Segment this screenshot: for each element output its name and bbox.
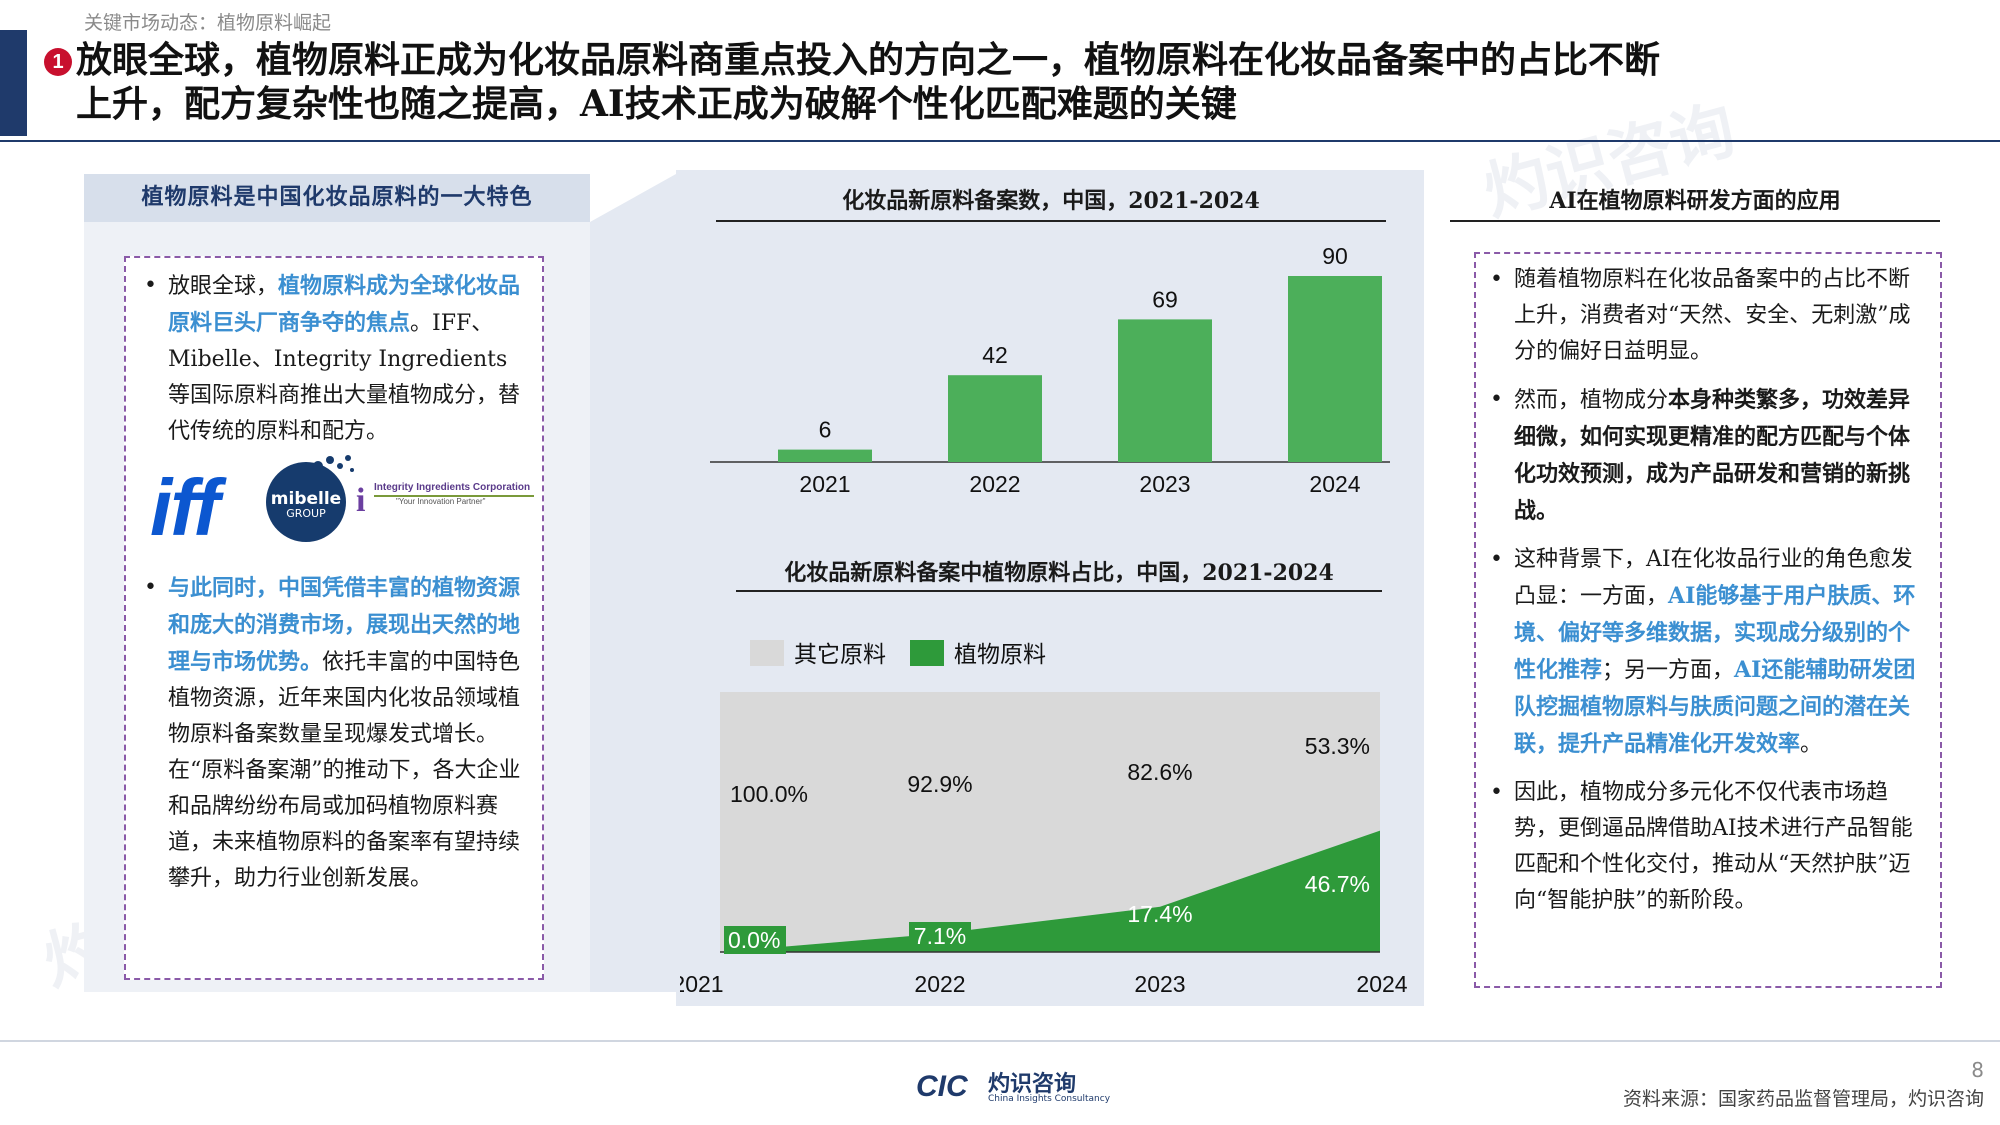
cic-logo-en: China Insights Consultancy (988, 1094, 1111, 1104)
area-chart-title: 化妆品新原料备案中植物原料占比，中国，2021-2024 (784, 560, 1334, 586)
bar-chart: 6 2021 42 2022 69 2023 90 2024 (710, 243, 1390, 497)
left-bullet-1: 放眼全球，植物原料成为全球化妆品原料巨头厂商争夺的焦点。IFF、Mibelle、… (136, 268, 528, 450)
bar-chart-title-rule (716, 220, 1386, 222)
right-bullet-3-highlight-2: AI还能辅助研发团队挖掘植物原料与肤质问题之间的潜在关联，提升产品精准化开发效率 (1514, 657, 1916, 757)
area-chart: 其它原料 植物原料 100.0% 92.9% 82.6% 53.3% 0.0% 7.1% 17.… (680, 640, 1408, 997)
bar-value-label: 69 (1152, 286, 1178, 312)
area-label-bg (724, 926, 786, 954)
area-label-other: 82.6% (1127, 759, 1192, 785)
area-label-plant: 0.0% (728, 927, 780, 953)
footer-divider (0, 1040, 2000, 1042)
integrity-logo: i Integrity Ingredients Corporation "You… (356, 482, 536, 519)
source-note: 资料来源：国家药品监督管理局，灼识咨询 (1622, 1088, 1984, 1110)
area-label-bg (909, 922, 971, 950)
iff-logo: iff (150, 463, 220, 552)
title-number-badge: 1 (44, 48, 72, 76)
legend-swatch-plant (910, 640, 944, 666)
page-title: 1 放眼全球，植物原料正成为化妆品原料商重点投入的方向之一，植物原料在化妆品备案中… (44, 38, 1934, 126)
title-line-1: 放眼全球，植物原料正成为化妆品原料商重点投入的方向之一，植物原料在化妆品备案中的… (76, 39, 1661, 81)
area-category-label: 2022 (914, 971, 965, 997)
bar-category-label: 2023 (1139, 471, 1190, 497)
left-panel-content-box: 放眼全球，植物原料成为全球化妆品原料巨头厂商争夺的焦点。IFF、Mibelle、… (124, 256, 544, 980)
title-line-2: 上升，配方复杂性也随之提高，AI技术正成为破解个性化匹配难题的关键 (76, 83, 1237, 125)
cic-logo-mark: CIC (916, 1070, 968, 1103)
bar-category-label: 2021 (799, 471, 850, 497)
area-label-other: 53.3% (1305, 733, 1370, 759)
right-bullet-2-intro: 然而，植物成分 (1514, 388, 1669, 413)
area-series-other (720, 692, 1380, 952)
left-bullet-1-highlight: 植物原料成为全球化妆品原料巨头厂商争夺的焦点 (168, 273, 521, 336)
page-number: 8 (1971, 1058, 1984, 1082)
area-category-label: 2023 (1134, 971, 1185, 997)
integrity-mark-icon: i (356, 482, 366, 519)
right-bullet-3-highlight-1: AI能够基于用户肤质、环境、偏好等多维数据，实现成分级别的个性化推荐 (1514, 583, 1916, 683)
integrity-logo-tagline: "Your Innovation Partner" (396, 497, 486, 506)
panel-connector (590, 174, 676, 992)
bar-category-label: 2024 (1309, 471, 1360, 497)
header-tag: 关键市场动态：植物原料崛起 (84, 12, 332, 34)
mibelle-logo-name: mibelle (270, 489, 342, 509)
right-bullet-2: 然而，植物成分本身种类繁多，功效差异细微，如何实现更精准的配方匹配与个体化功效预… (1482, 382, 1926, 530)
right-bullet-3-end: 。 (1800, 732, 1823, 757)
bar-value-label: 42 (982, 342, 1008, 368)
area-label-plant: 17.4% (1127, 901, 1192, 927)
bar-value-label: 6 (819, 417, 832, 443)
area-label-other: 92.9% (907, 771, 972, 797)
bar-2022 (948, 375, 1042, 462)
left-bullet-1-intro: 放眼全球， (168, 274, 279, 299)
right-bullet-1: 随着植物原料在化妆品备案中的占比不断上升，消费者对“天然、安全、无刺激”成分的偏… (1482, 262, 1926, 370)
bar-2021 (778, 449, 872, 462)
bar-category-label: 2022 (969, 471, 1020, 497)
mibelle-logo-sub: GROUP (286, 507, 326, 520)
area-category-label: 2024 (1356, 971, 1407, 997)
title-divider (0, 140, 2000, 142)
area-category-label: 2021 (680, 971, 724, 997)
left-panel-heading: 植物原料是中国化妆品原料的一大特色 (84, 174, 590, 222)
mibelle-logo: mibelle GROUP (266, 455, 354, 542)
cic-logo-cn: 灼识咨询 (988, 1072, 1077, 1097)
right-bullet-3-intro: 这种背景下，AI在化妆品行业的角色愈发凸显：一方面， (1514, 547, 1913, 609)
integrity-logo-name: Integrity Ingredients Corporation (374, 482, 531, 493)
area-label-other: 100.0% (730, 781, 808, 807)
integrity-logo-rule (374, 495, 534, 497)
left-bullet-2-text: 依托丰富的中国特色植物资源，近年来国内化妆品领域植物原料备案数量呈现爆发式增长。… (168, 650, 521, 891)
right-panel-heading: AI在植物原料研发方面的应用 (1549, 188, 1841, 214)
area-label-plant: 46.7% (1305, 871, 1370, 897)
right-bullet-4-text: 因此，植物成分多元化不仅代表市场趋势，更倒逼品牌借助AI技术进行产品智能匹配和个… (1514, 780, 1913, 913)
legend-label-plant: 植物原料 (954, 641, 1046, 667)
legend-swatch-other (750, 640, 784, 666)
right-bullet-4: 因此，植物成分多元化不仅代表市场趋势，更倒逼品牌借助AI技术进行产品智能匹配和个… (1482, 775, 1926, 919)
right-bullet-3: 这种背景下，AI在化妆品行业的角色愈发凸显：一方面，AI能够基于用户肤质、环境、… (1482, 542, 1926, 763)
area-label-plant: 7.1% (914, 923, 966, 949)
mibelle-dots-icon (313, 455, 354, 472)
right-panel-heading-rule (1450, 220, 1940, 222)
left-bullet-1-text: 。IFF、Mibelle、Integrity Ingredients等国际原料商… (168, 311, 521, 444)
right-bullet-1-text: 随着植物原料在化妆品备案中的占比不断上升，消费者对“天然、安全、无刺激”成分的偏… (1514, 267, 1911, 364)
legend-label-other: 其它原料 (794, 641, 886, 667)
left-bullet-2-highlight: 与此同时，中国凭借丰富的植物资源和庞大的消费市场，展现出天然的地理与市场优势。 (168, 575, 521, 675)
bar-chart-title: 化妆品新原料备案数，中国，2021-2024 (842, 188, 1260, 214)
title-accent-bar (0, 30, 27, 136)
partner-logos: iff mibelle GROUP i Integrity Ingredient… (126, 455, 542, 570)
area-chart-title-rule (736, 590, 1382, 592)
left-bullet-2: 与此同时，中国凭借丰富的植物资源和庞大的消费市场，展现出天然的地理与市场优势。依… (136, 570, 528, 897)
right-bullet-2-bold: 本身种类繁多，功效差异细微，如何实现更精准的配方匹配与个体化功效预测，成为产品研… (1514, 387, 1911, 524)
area-series-plant (720, 830, 1380, 952)
bar-2023 (1118, 319, 1212, 462)
right-bullet-3-mid: ；另一方面， (1602, 658, 1735, 683)
bar-2024 (1288, 276, 1382, 462)
cic-logo: CIC 灼识咨询 China Insights Consultancy (916, 1066, 1110, 1110)
right-panel-content-box: 随着植物原料在化妆品备案中的占比不断上升，消费者对“天然、安全、无刺激”成分的偏… (1474, 252, 1942, 988)
bar-value-label: 90 (1322, 243, 1348, 269)
